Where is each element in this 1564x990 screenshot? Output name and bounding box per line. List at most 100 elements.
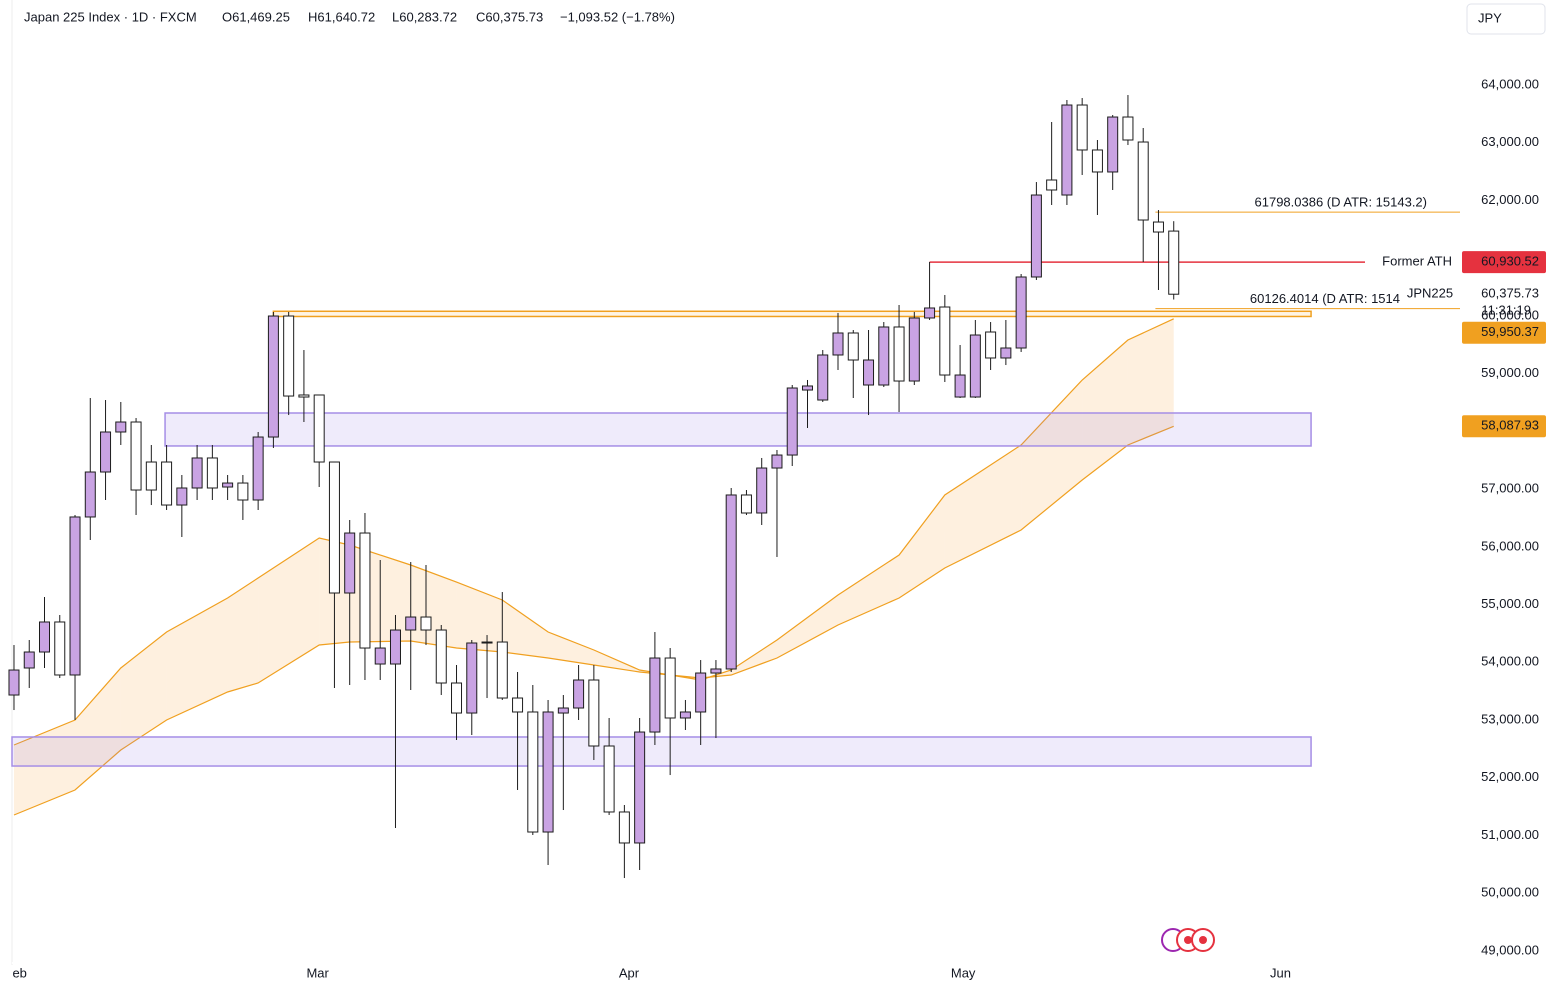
candle-body bbox=[649, 657, 661, 733]
price-tag-label: 59,950.37 bbox=[1481, 324, 1539, 339]
candle-body bbox=[908, 317, 920, 382]
candle-body bbox=[313, 394, 325, 463]
y-tick-label: 60,000.00 bbox=[1481, 307, 1539, 322]
ohlc-open: O61,469.25 bbox=[222, 9, 290, 24]
footer-icons[interactable] bbox=[1161, 928, 1215, 952]
currency-button[interactable] bbox=[1466, 3, 1546, 35]
y-tick-label: 55,000.00 bbox=[1481, 596, 1539, 611]
x-tick-label: Jun bbox=[1270, 965, 1291, 980]
candle-body bbox=[710, 668, 722, 674]
candle-body bbox=[496, 641, 508, 699]
candle-body bbox=[54, 621, 66, 676]
candle-body bbox=[267, 315, 279, 438]
candle-body bbox=[405, 616, 417, 631]
candle-body bbox=[893, 326, 905, 382]
candle-body bbox=[1152, 221, 1164, 233]
level-label: 60126.4014 (D ATR: 1514 bbox=[1250, 291, 1400, 306]
symbol-label: JPN225 bbox=[1407, 286, 1453, 301]
candle-body bbox=[939, 306, 951, 376]
y-tick-label: 52,000.00 bbox=[1481, 769, 1539, 784]
y-tick-label: 57,000.00 bbox=[1481, 481, 1539, 496]
price-tag bbox=[1462, 321, 1546, 344]
y-tick-label: 53,000.00 bbox=[1481, 711, 1539, 726]
candle-body bbox=[84, 471, 96, 518]
band-fill bbox=[120, 632, 167, 750]
candle-body bbox=[237, 482, 249, 501]
candle-body bbox=[191, 457, 203, 489]
y-tick-label: 63,000.00 bbox=[1481, 134, 1539, 149]
band-fill bbox=[13, 720, 76, 815]
candle-body bbox=[542, 711, 554, 833]
candle-body bbox=[847, 332, 859, 361]
candle-body bbox=[725, 494, 737, 670]
candle-body bbox=[1030, 194, 1042, 278]
candle-body bbox=[1107, 116, 1119, 173]
band-fill bbox=[838, 555, 900, 625]
candle-body bbox=[374, 647, 386, 665]
band-fill bbox=[258, 537, 320, 684]
candle-body bbox=[100, 431, 112, 473]
candle-body bbox=[969, 334, 981, 398]
candle-body bbox=[1061, 104, 1073, 196]
band-fill bbox=[776, 595, 839, 659]
candle-body bbox=[145, 461, 157, 491]
y-tick-label: 59,000.00 bbox=[1481, 365, 1539, 380]
candle-body bbox=[1015, 276, 1027, 349]
candle-body bbox=[557, 707, 569, 714]
candle-body bbox=[252, 436, 264, 501]
band-fill bbox=[227, 577, 259, 693]
y-tick-label: 56,000.00 bbox=[1481, 538, 1539, 553]
x-tick-label: Apr bbox=[619, 965, 640, 980]
candle-body bbox=[39, 621, 51, 653]
chart-title: Japan 225 Index · 1D · FXCM bbox=[24, 9, 197, 24]
countdown: 11:31:19 bbox=[1481, 303, 1531, 318]
band-fill bbox=[1021, 379, 1083, 531]
candle-body bbox=[878, 326, 890, 386]
level-label: Former ATH bbox=[1382, 254, 1452, 269]
price-tag bbox=[1462, 415, 1546, 438]
candle-body bbox=[23, 651, 35, 669]
zone bbox=[164, 412, 1312, 447]
candle-body bbox=[69, 516, 81, 676]
icon[interactable] bbox=[1184, 936, 1192, 944]
band-line bbox=[13, 425, 1174, 816]
y-tick-label: 51,000.00 bbox=[1481, 827, 1539, 842]
price-tag-label: 60,930.52 bbox=[1481, 254, 1539, 269]
candle-body bbox=[679, 711, 691, 719]
candle-body bbox=[863, 359, 875, 386]
candle-body bbox=[573, 679, 585, 709]
candle-body bbox=[481, 641, 493, 644]
candle-body bbox=[512, 697, 524, 713]
band-fill bbox=[731, 640, 777, 675]
icon[interactable] bbox=[1199, 936, 1207, 944]
candle-body bbox=[206, 457, 218, 489]
ohlc-close: C60,375.73 bbox=[476, 9, 543, 24]
band-fill bbox=[456, 581, 503, 653]
candle-body bbox=[420, 616, 432, 631]
candle-body bbox=[435, 629, 447, 684]
currency-label[interactable]: JPY bbox=[1478, 10, 1502, 25]
candle-body bbox=[1076, 104, 1088, 151]
candle-body bbox=[283, 315, 295, 397]
x-tick-label: May bbox=[951, 965, 976, 980]
band-fill bbox=[944, 444, 1022, 569]
candle-body bbox=[664, 657, 676, 719]
plot bbox=[8, 84, 1466, 964]
candle-body bbox=[466, 642, 478, 714]
candle-body bbox=[1168, 230, 1180, 295]
candle-body bbox=[1137, 141, 1149, 221]
candle-body bbox=[298, 394, 310, 398]
candle-body bbox=[1046, 179, 1058, 191]
band-fill bbox=[410, 565, 457, 649]
y-tick-label: 54,000.00 bbox=[1481, 654, 1539, 669]
candle-body bbox=[130, 421, 142, 491]
ohlc-high: H61,640.72 bbox=[308, 9, 375, 24]
candle-body bbox=[924, 307, 936, 319]
candle-body bbox=[756, 467, 768, 514]
level-label: 61798.0386 (D ATR: 15143.2) bbox=[1255, 195, 1428, 210]
candle-body bbox=[618, 811, 630, 844]
candle-body bbox=[8, 669, 20, 696]
candle-body bbox=[801, 385, 813, 391]
